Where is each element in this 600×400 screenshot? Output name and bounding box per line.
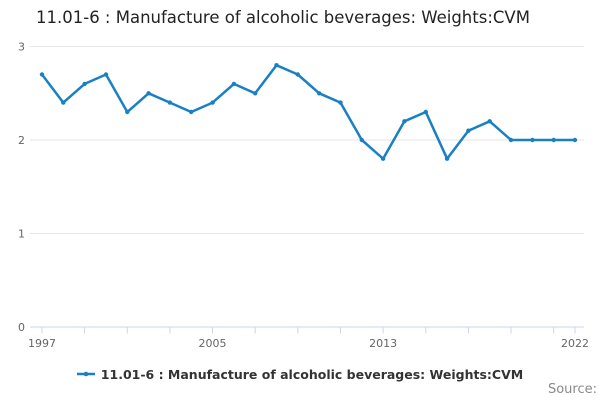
y-axis-label: 2 (18, 134, 25, 147)
data-point[interactable] (402, 119, 407, 124)
y-axis-label: 3 (18, 41, 25, 54)
x-axis-label: 2013 (369, 337, 397, 350)
data-point[interactable] (231, 81, 237, 87)
page-title: 11.01-6 : Manufacture of alcoholic bever… (36, 8, 530, 27)
data-point[interactable] (146, 91, 151, 96)
x-axis-label: 2022 (561, 337, 589, 350)
data-point[interactable] (508, 137, 514, 143)
data-point[interactable] (530, 137, 535, 143)
data-point[interactable] (359, 137, 364, 143)
data-point[interactable] (274, 62, 279, 68)
data-point[interactable] (82, 81, 87, 87)
y-axis-label: 1 (18, 228, 25, 241)
data-point[interactable] (210, 100, 215, 105)
data-point[interactable] (423, 109, 428, 115)
data-point[interactable] (125, 109, 130, 115)
data-point[interactable] (487, 119, 492, 124)
data-point[interactable] (551, 137, 556, 143)
x-axis-label: 1997 (28, 337, 56, 350)
line-chart[interactable]: 0 1 2 3 1997 2005 2013 2022 (0, 0, 600, 358)
data-point[interactable] (317, 91, 322, 96)
data-point[interactable] (380, 156, 386, 161)
data-point[interactable] (167, 100, 173, 105)
legend-label: 11.01-6 : Manufacture of alcoholic bever… (100, 366, 524, 382)
data-point[interactable] (466, 128, 471, 133)
data-point[interactable] (61, 100, 66, 105)
data-point[interactable] (189, 109, 194, 115)
data-point[interactable] (338, 100, 343, 105)
y-axis-label: 0 (18, 321, 25, 334)
legend-line-marker-icon (76, 371, 95, 377)
data-point[interactable] (572, 137, 578, 143)
data-point[interactable] (103, 72, 109, 77)
legend-item[interactable]: 11.01-6 : Manufacture of alcoholic bever… (0, 365, 600, 383)
data-point[interactable] (39, 72, 45, 77)
data-point[interactable] (444, 156, 450, 161)
data-point[interactable] (253, 91, 258, 96)
source-label: Source: (547, 382, 597, 397)
x-axis-label: 2005 (199, 337, 227, 350)
series-line (40, 63, 577, 160)
data-point[interactable] (295, 72, 300, 77)
